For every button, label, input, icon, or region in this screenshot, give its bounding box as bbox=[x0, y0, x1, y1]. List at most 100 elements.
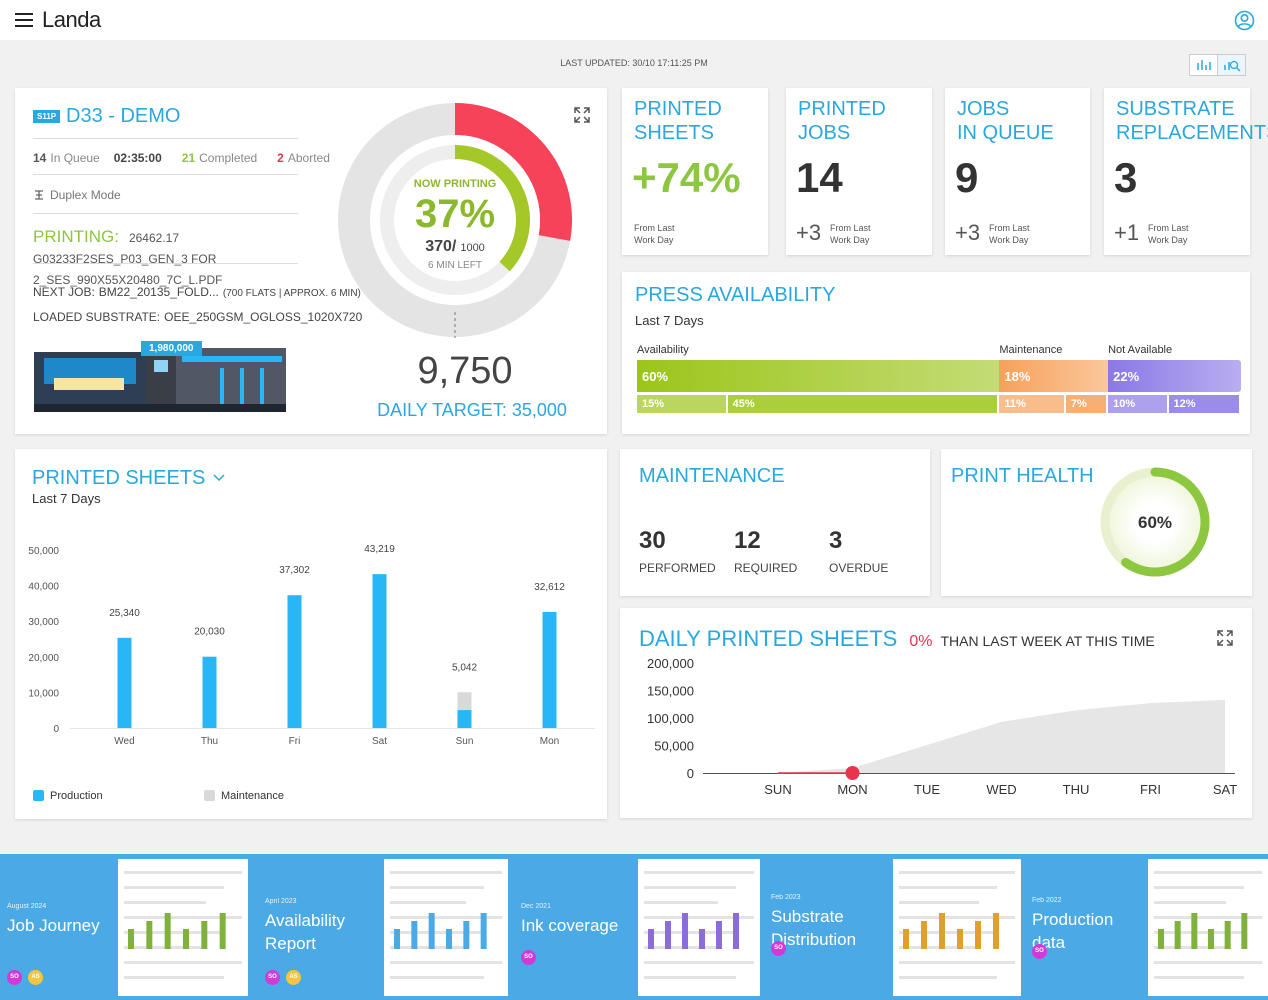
value-label: 5,042 bbox=[452, 662, 477, 673]
y-tick-label: 30,000 bbox=[28, 617, 59, 628]
daily-target-label: DAILY TARGET: bbox=[377, 400, 507, 420]
bar bbox=[287, 595, 302, 728]
thumb-bg bbox=[893, 859, 1021, 996]
completed-label: Completed bbox=[199, 151, 258, 165]
progress-count: 370/1000 bbox=[425, 238, 485, 258]
aborted-label: Aborted bbox=[287, 151, 330, 165]
chart-title-row: DAILY PRINTED SHEETS 0% THAN LAST WEEK AT … bbox=[639, 626, 1199, 652]
chevron bbox=[213, 474, 225, 482]
expand-icon[interactable] bbox=[574, 107, 590, 123]
thumb-bar bbox=[1241, 913, 1248, 949]
value-label: 25,340 bbox=[109, 608, 140, 619]
report-item[interactable]: Dec 2021 Ink coverage SO bbox=[521, 903, 631, 993]
segment-name: Availability bbox=[637, 344, 689, 356]
part-label: 15% bbox=[642, 398, 665, 410]
printer-part bbox=[154, 360, 168, 372]
expand-icon[interactable] bbox=[1217, 630, 1233, 646]
thumb-line bbox=[124, 961, 242, 964]
kpi-note: Work Day bbox=[634, 235, 674, 245]
avatar: AS bbox=[286, 970, 301, 985]
bar bbox=[372, 574, 387, 728]
report-item[interactable]: Feb 2023 Substrate Distribution SO bbox=[771, 894, 881, 984]
report-item[interactable]: Feb 2022 Production data SO bbox=[1032, 897, 1142, 987]
health-gauge: 60% bbox=[1100, 467, 1210, 577]
user-icon[interactable] bbox=[1234, 10, 1255, 31]
kpi-note: Work Day bbox=[989, 235, 1029, 245]
kpi-title: SUBSTRATE bbox=[1116, 98, 1235, 120]
queue-count: 14 bbox=[33, 151, 47, 165]
x-tick-label: Mon bbox=[540, 736, 559, 747]
thumb-bar bbox=[1191, 913, 1198, 949]
thumb-bar bbox=[993, 913, 999, 949]
printer-part bbox=[240, 368, 244, 408]
x-tick-label: THU bbox=[1063, 782, 1090, 797]
avatar: SO bbox=[265, 970, 280, 985]
segment-name: Maintenance bbox=[999, 344, 1063, 356]
thumb-line bbox=[1154, 946, 1226, 949]
availability-part bbox=[637, 395, 726, 413]
value-label: 37,302 bbox=[279, 565, 310, 576]
report-thumbnail[interactable] bbox=[893, 859, 1021, 996]
report-date: August 2024 bbox=[7, 903, 47, 910]
report-thumbnail[interactable] bbox=[118, 859, 248, 996]
next-job: BM22_20135_FOLD... bbox=[98, 285, 219, 299]
chart-title: PRINTED SHEETS bbox=[32, 466, 206, 489]
kpi-card: SUBSTRATE REPLACEMENTS 3 +1 From Last Work Da… bbox=[1104, 88, 1268, 255]
thumb-line bbox=[124, 901, 206, 904]
availability-part bbox=[727, 395, 998, 413]
progress-arc bbox=[454, 145, 530, 272]
value-label: 43,219 bbox=[364, 544, 395, 555]
chart-title: DAILY PRINTED SHEETS bbox=[639, 626, 898, 651]
maintenance-count: 3 bbox=[829, 527, 843, 554]
thumb-line bbox=[899, 931, 997, 934]
report-thumbnail[interactable] bbox=[384, 859, 508, 996]
now-printing-label: NOW PRINTING bbox=[413, 178, 497, 190]
printing-row: PRINTING: 26462.17 G03233F2SES_P03_GEN_3 … bbox=[33, 226, 308, 287]
availability-subtitle: Last 7 Days bbox=[635, 313, 704, 328]
maintenance-card: MAINTENANCE 30 PERFORMED 12 REQUIRED 3 OVERDUE bbox=[620, 449, 930, 596]
thumb-bar bbox=[733, 913, 739, 949]
thumb-bar bbox=[480, 913, 487, 949]
thumb-bar bbox=[394, 929, 400, 949]
x-tick-label: SAT bbox=[1213, 782, 1237, 797]
thumb-line bbox=[1154, 976, 1244, 979]
report-thumbnail[interactable] bbox=[638, 859, 760, 996]
view-toggle[interactable] bbox=[1189, 54, 1247, 76]
y-tick-label: 0 bbox=[687, 766, 694, 781]
thumb-bar bbox=[957, 929, 963, 949]
queue-time: 02:35:00 bbox=[113, 151, 162, 165]
part-label: 12% bbox=[1173, 398, 1196, 410]
menu-icon[interactable] bbox=[15, 12, 33, 28]
segment-label: 18% bbox=[1004, 369, 1031, 384]
aborted-count: 2 bbox=[277, 151, 284, 165]
area bbox=[778, 699, 1225, 773]
thumb-bar bbox=[975, 921, 981, 949]
x-tick-label: Wed bbox=[114, 736, 134, 747]
report-item[interactable]: April 2023 Availability Report SO AS bbox=[265, 898, 375, 988]
queue-row: 14 In Queue 02:35:00 21 Completed 2 Aborted bbox=[33, 150, 330, 166]
last-updated: LAST UPDATED: 30/10 17:11:25 PM bbox=[560, 58, 708, 68]
availability-part bbox=[999, 395, 1064, 413]
thumb-bg bbox=[1148, 859, 1268, 996]
dropdown-icon[interactable] bbox=[213, 474, 225, 482]
counter-badge: 1,980,000 bbox=[141, 341, 202, 356]
printer-part bbox=[54, 378, 124, 390]
x-tick-label: FRI bbox=[1140, 782, 1161, 797]
thumb-bg bbox=[118, 859, 248, 996]
health-bg bbox=[1105, 472, 1205, 572]
thumb-line bbox=[390, 931, 484, 934]
report-thumbnail[interactable] bbox=[1148, 859, 1268, 996]
report-item[interactable]: August 2024 Job Journey SO AS bbox=[7, 903, 117, 993]
report-title: Job Journey bbox=[7, 916, 100, 935]
thumb-line bbox=[899, 871, 1015, 874]
divider bbox=[33, 263, 298, 264]
kpi-title: IN QUEUE bbox=[957, 122, 1054, 144]
thumb-line bbox=[124, 886, 224, 889]
queue-label: In Queue bbox=[50, 151, 100, 165]
kpi-delta: +3 bbox=[955, 220, 981, 245]
kpi-title: JOBS bbox=[798, 122, 851, 144]
availability-card: PRESS AVAILABILITY Last 7 Days Availabilit… bbox=[622, 272, 1250, 434]
thumb-line bbox=[1154, 961, 1262, 964]
thumb-bar bbox=[1174, 921, 1181, 949]
